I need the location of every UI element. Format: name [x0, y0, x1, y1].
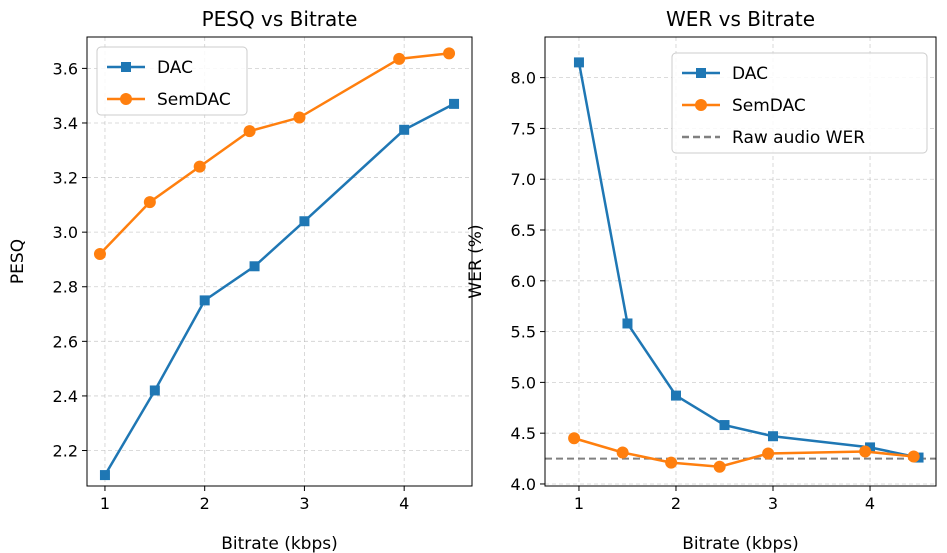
y-axis-label: PESQ [8, 239, 28, 284]
y-tick-label: 5.5 [511, 323, 536, 342]
y-axis-label: WER (%) [466, 224, 486, 298]
series-semdac [568, 432, 920, 473]
y-tick-label: 2.8 [53, 278, 78, 297]
chart-panel-2: 1 2 3 4 4.0 4.5 5.0 5.5 6.0 6.5 7.0 7.5 8.0 WER vs Bi… [466, 7, 937, 553]
legend-marker [121, 62, 131, 72]
data-point [249, 261, 260, 272]
x-tick-label: 2 [200, 494, 210, 513]
data-point [143, 196, 156, 209]
data-point [865, 442, 876, 453]
y-tick-label: 3.2 [53, 169, 78, 188]
y-tick-label: 5.0 [511, 373, 536, 392]
x-tick-label: 2 [671, 494, 681, 513]
x-tick-label: 3 [299, 494, 309, 513]
legend-label: Raw audio WER [732, 128, 865, 148]
data-point [193, 160, 206, 173]
data-point [449, 98, 460, 109]
y-tick-label: 3.6 [53, 59, 78, 78]
data-point [199, 295, 210, 306]
legend: DAC SemDAC Raw audio WER [671, 52, 928, 154]
y-tick-label: 3.0 [53, 223, 78, 242]
data-point [393, 52, 406, 65]
data-point [93, 247, 106, 260]
x-tick-label: 4 [865, 494, 875, 513]
y-tick-label: 6.0 [511, 272, 536, 291]
x-axis-label: Bitrate (kbps) [682, 534, 799, 553]
x-tick-label: 3 [768, 494, 778, 513]
series-semdac [93, 47, 456, 260]
plot-frame [544, 36, 937, 487]
legend-label: DAC [732, 64, 768, 84]
data-point [768, 431, 779, 442]
chart-panel-1: 1 2 3 4 2.2 2.4 2.6 2.8 3.0 3.2 3.4 3.6 PESQ vs Bitr… [8, 7, 473, 553]
series-line [103, 102, 455, 476]
data-point [399, 124, 410, 135]
y-tick-label: 4.0 [511, 475, 536, 494]
data-point [99, 470, 110, 481]
legend-marker [696, 68, 706, 78]
x-tick-label: 4 [399, 494, 409, 513]
data-point [622, 318, 633, 329]
chart-title: WER vs Bitrate [666, 7, 815, 31]
legend-label: SemDAC [157, 90, 231, 110]
y-tick-label: 8.0 [511, 69, 536, 88]
x-tick-label: 1 [574, 494, 584, 513]
plot-frame [86, 36, 473, 487]
data-point [568, 432, 581, 445]
chart-title: PESQ vs Bitrate [202, 7, 358, 31]
legend-marker [695, 99, 707, 111]
y-tick-label: 2.4 [53, 387, 78, 406]
data-point [665, 456, 678, 469]
legend-box [671, 52, 928, 154]
y-tick-label: 2.2 [53, 442, 78, 461]
data-point [293, 111, 306, 124]
legend: DAC SemDAC [96, 46, 248, 116]
y-tick-label: 3.4 [53, 114, 78, 133]
data-point [762, 447, 775, 460]
data-point [443, 47, 456, 60]
x-axis-label: Bitrate (kbps) [221, 534, 338, 553]
data-point [149, 385, 160, 396]
y-tick-label: 2.6 [53, 332, 78, 351]
y-tick-label: 7.5 [511, 119, 536, 138]
x-tick-label: 1 [100, 494, 110, 513]
series-dac [99, 98, 460, 481]
data-point [573, 57, 584, 68]
data-point [713, 460, 726, 473]
y-tick-label: 4.5 [511, 424, 536, 443]
data-point [719, 420, 730, 431]
data-point [859, 445, 872, 458]
data-point [907, 450, 920, 463]
y-tick-label: 7.0 [511, 170, 536, 189]
data-point [243, 125, 256, 138]
data-point [670, 390, 681, 401]
legend-label: DAC [157, 58, 193, 78]
legend-marker [120, 93, 132, 105]
legend-label: SemDAC [732, 96, 806, 116]
y-tick-label: 6.5 [511, 221, 536, 240]
data-point [299, 216, 310, 227]
data-point [616, 446, 629, 459]
